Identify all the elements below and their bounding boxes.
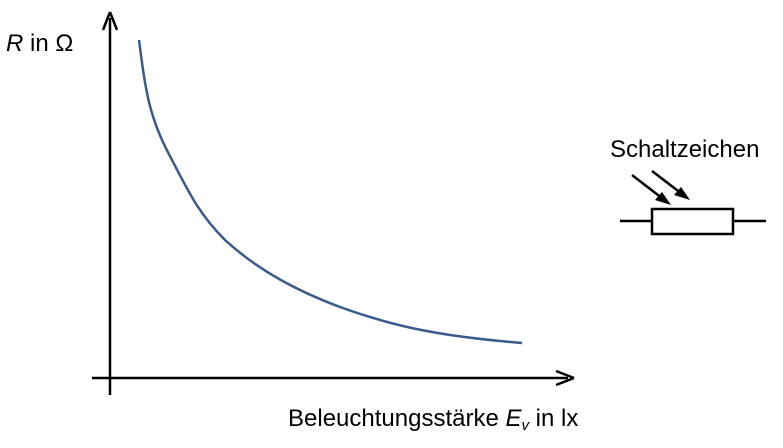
y-axis-label: R in Ω (6, 30, 73, 58)
x-axis-label: Beleuchtungsstärke Ev in lx (288, 405, 578, 434)
x-axis-text: Beleuchtungsstärke (288, 405, 506, 432)
x-axis-variable: E (505, 405, 522, 432)
x-axis-subscript: v (521, 417, 529, 434)
x-axis-arrowhead (555, 369, 575, 387)
resistance-curve (137, 39, 523, 345)
y-axis-arrowhead (101, 11, 119, 31)
light-arrow-2-head (674, 187, 690, 200)
y-axis-unit: in Ω (23, 30, 74, 57)
y-axis-variable: R (6, 30, 24, 57)
light-arrow-1-head (655, 192, 671, 205)
x-axis-unit: in lx (528, 405, 579, 432)
symbol-title: Schaltzeichen (610, 136, 760, 163)
ldr-symbol (620, 170, 766, 236)
ldr-body (650, 207, 735, 236)
